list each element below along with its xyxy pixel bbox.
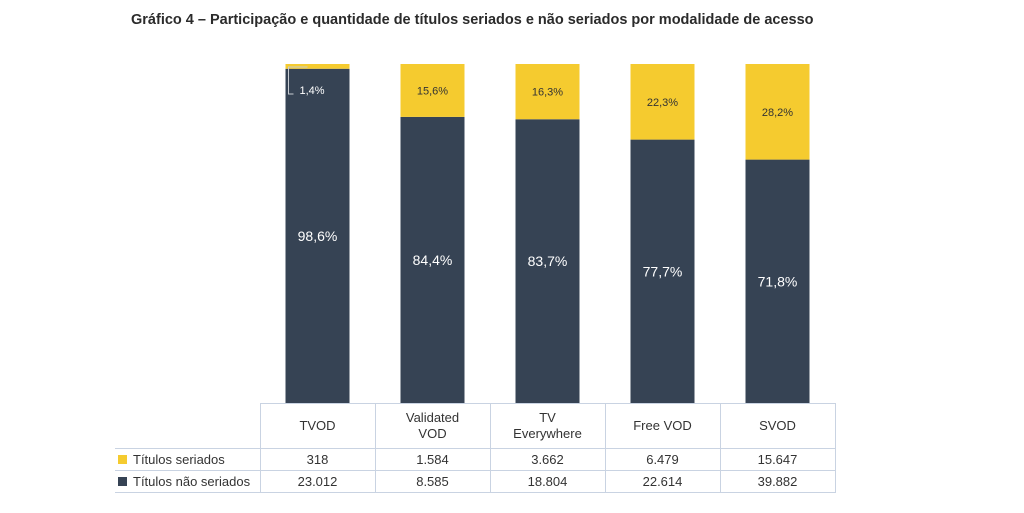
bar-seriados <box>400 64 465 117</box>
data-label-seriados: 1,4% <box>300 85 325 97</box>
table-cell: 15.647 <box>719 448 836 471</box>
data-label-nao-seriados: 98,6% <box>298 228 338 244</box>
legend-entry-nao-seriados: Títulos não seriados <box>115 470 261 493</box>
category-label: SVOD <box>719 403 836 449</box>
data-label-seriados: 22,3% <box>647 97 678 109</box>
category-label: TV Everywhere <box>489 403 606 449</box>
category-label: TVOD <box>259 403 376 449</box>
chart-title: Gráfico 4 – Participação e quantidade de… <box>131 12 814 28</box>
table-cell: 39.882 <box>719 470 836 493</box>
table-cell: 1.584 <box>374 448 491 471</box>
bar-seriados <box>630 64 695 140</box>
bar-nao-seriados <box>630 139 695 403</box>
bar-nao-seriados <box>745 159 810 403</box>
table-cell: 6.479 <box>604 448 721 471</box>
data-table: TVOD Validated VOD TV Everywhere Free VO… <box>115 403 836 493</box>
data-label-seriados: 15,6% <box>417 85 448 97</box>
stacked-bar-chart: 98,6% 1,4% 84,4% 15,6% 83,7% 16,3% 77,7% 22,3% 7… <box>285 64 810 403</box>
category-label: Free VOD <box>604 403 721 449</box>
table-row-seriados: Títulos seriados 318 1.584 3.662 6.479 1… <box>115 448 836 471</box>
bar-seriados <box>745 64 810 160</box>
legend-entry-seriados: Títulos seriados <box>115 448 261 471</box>
data-label-nao-seriados: 71,8% <box>758 273 798 289</box>
bar-nao-seriados <box>515 119 580 403</box>
data-label-seriados: 28,2% <box>762 107 793 119</box>
table-cell: 318 <box>259 448 376 471</box>
category-label: Validated VOD <box>374 403 491 449</box>
table-cell: 8.585 <box>374 470 491 493</box>
bar-seriados <box>515 64 580 120</box>
table-cell: 22.614 <box>604 470 721 493</box>
table-cell: 18.804 <box>489 470 606 493</box>
data-label-nao-seriados: 83,7% <box>528 253 568 269</box>
table-header-row: TVOD Validated VOD TV Everywhere Free VO… <box>115 403 836 449</box>
data-label-nao-seriados: 84,4% <box>413 252 453 268</box>
bar-seriados <box>285 64 350 69</box>
leader-line <box>288 66 308 95</box>
table-cell: 23.012 <box>259 470 376 493</box>
table-cell: 3.662 <box>489 448 606 471</box>
legend-swatch-nao-seriados <box>118 477 127 486</box>
data-label-seriados: 16,3% <box>532 87 563 99</box>
table-row-nao-seriados: Títulos não seriados 23.012 8.585 18.804… <box>115 470 836 493</box>
legend-swatch-seriados <box>118 455 127 464</box>
table-corner <box>115 404 260 449</box>
bar-nao-seriados <box>400 116 465 403</box>
data-label-nao-seriados: 77,7% <box>643 263 683 279</box>
bar-nao-seriados <box>285 68 350 403</box>
